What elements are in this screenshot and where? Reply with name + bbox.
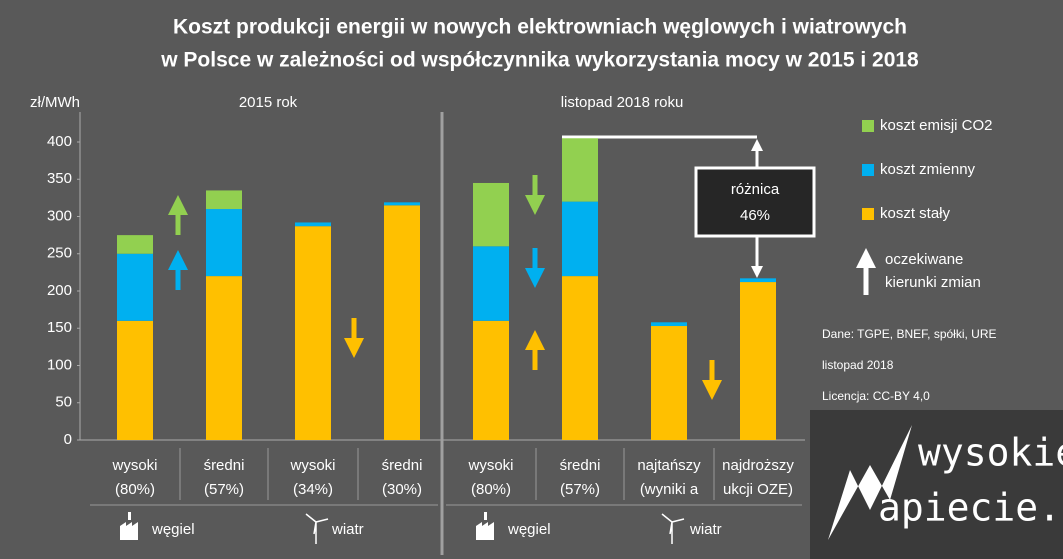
bar-segment	[117, 235, 153, 254]
bar-segment	[473, 182, 509, 247]
factory-icon	[476, 512, 494, 540]
source: Licencja: CC-BY 4,0	[822, 389, 930, 403]
annotation: 46%	[740, 207, 770, 224]
y-tick-label: 350	[47, 170, 72, 187]
bar-segment	[562, 138, 598, 202]
y-axis-label: zł/MWh	[30, 94, 80, 111]
subgroup-label: węgiel	[151, 521, 195, 538]
annotation-box	[694, 166, 816, 238]
x-tick-label: wysoki	[289, 457, 335, 474]
bar-segment	[562, 201, 598, 277]
x-tick-label: najtańszy	[637, 457, 701, 474]
bar-segment	[206, 209, 242, 277]
x-tick-label: wysoki	[111, 457, 157, 474]
change-arrows	[168, 175, 722, 400]
x-tick-label: średni	[382, 457, 423, 474]
bar-segment	[651, 326, 687, 440]
bar-segment	[740, 282, 776, 440]
turbine-icon	[305, 513, 329, 544]
group-label: 2015 rok	[239, 94, 298, 111]
chart-title: Koszt produkcji energii w nowych elektro…	[173, 16, 907, 39]
y-tick-label: 300	[47, 207, 72, 224]
y-tick-label: 150	[47, 319, 72, 336]
legend-swatch	[862, 208, 874, 220]
x-tick-label: wysoki	[467, 457, 513, 474]
bar-segment	[117, 253, 153, 321]
y-tick-label: 100	[47, 356, 72, 373]
subgroup-label: wiatr	[689, 521, 722, 538]
bar-segment	[117, 320, 153, 440]
x-tick-label: (57%)	[204, 481, 244, 498]
legend-swatch	[862, 120, 874, 132]
y-tick-label: 400	[47, 133, 72, 150]
x-tick-label: (wyniki a	[640, 481, 699, 498]
legend-label: kierunki zmian	[885, 274, 981, 291]
factory-icon	[120, 512, 138, 540]
y-tick-label: 250	[47, 245, 72, 262]
bar-segment	[384, 205, 420, 440]
bar-segment	[295, 222, 331, 227]
legend-swatch	[862, 164, 874, 176]
x-tick-label: (57%)	[560, 481, 600, 498]
y-tick-label: 200	[47, 282, 72, 299]
bar-segment	[295, 226, 331, 440]
legend-label: koszt zmienny	[880, 161, 976, 178]
bar-segment	[562, 276, 598, 440]
subgroup-label: wiatr	[331, 521, 364, 538]
group-label: listopad 2018 roku	[561, 94, 684, 111]
x-tick-label: najdroższy	[722, 457, 794, 474]
y-tick-label: 50	[55, 394, 72, 411]
x-tick-label: średni	[560, 457, 601, 474]
x-tick-label: (34%)	[293, 481, 333, 498]
bar-segment	[384, 202, 420, 206]
logo-text: wysokie	[918, 431, 1063, 475]
annotation: różnica	[731, 181, 780, 198]
bar-segment	[740, 278, 776, 283]
logo-text: apiecie.pl	[878, 486, 1063, 530]
bar-segment	[651, 322, 687, 327]
x-tick-label: (30%)	[382, 481, 422, 498]
source: listopad 2018	[822, 358, 894, 372]
turbine-icon	[661, 513, 685, 544]
legend-label: koszt stały	[880, 205, 951, 222]
legend-label: koszt emisji CO2	[880, 117, 993, 134]
source: Dane: TGPE, BNEF, spółki, URE	[822, 327, 997, 341]
bar-segment	[206, 190, 242, 210]
x-tick-label: (80%)	[471, 481, 511, 498]
category-separators	[90, 448, 802, 506]
bar-segment	[473, 320, 509, 440]
subgroup-label: węgiel	[507, 521, 551, 538]
logo-mark	[828, 425, 912, 540]
chart-title: w Polsce w zależności od współczynnika w…	[160, 49, 919, 72]
y-tick-label: 0	[64, 431, 72, 448]
legend-label: oczekiwane	[885, 251, 963, 268]
x-tick-label: średni	[204, 457, 245, 474]
bar-segment	[206, 276, 242, 440]
bar-segment	[473, 246, 509, 321]
x-tick-label: (80%)	[115, 481, 155, 498]
x-tick-label: ukcji OZE)	[723, 481, 793, 498]
